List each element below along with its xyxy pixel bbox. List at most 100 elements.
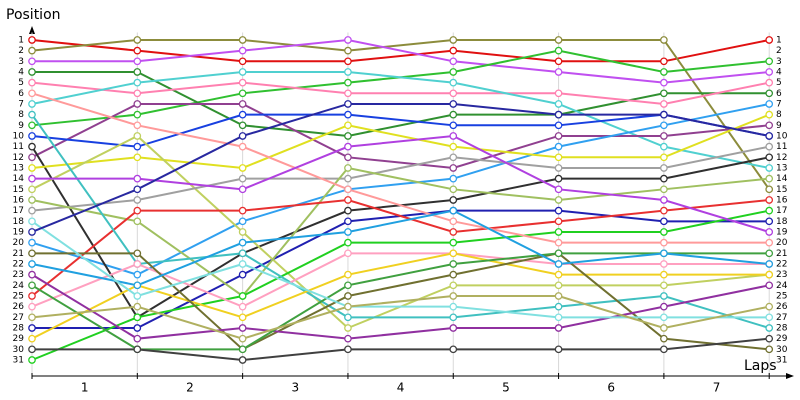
point xyxy=(765,89,774,98)
point xyxy=(449,174,458,183)
point xyxy=(344,153,352,162)
point xyxy=(449,142,458,151)
point xyxy=(554,121,563,130)
point xyxy=(28,196,36,204)
series-line xyxy=(31,209,770,361)
point xyxy=(28,57,36,66)
point xyxy=(344,217,352,226)
point xyxy=(344,68,352,76)
point xyxy=(449,249,458,258)
point xyxy=(554,132,563,140)
series-line xyxy=(31,113,770,148)
series-line xyxy=(31,38,771,190)
point xyxy=(133,121,142,130)
y-tick-label-right: 13 xyxy=(776,163,787,173)
series-line xyxy=(31,81,770,105)
point xyxy=(133,313,142,322)
y-tick-label: 30 xyxy=(13,345,25,355)
point xyxy=(344,313,352,322)
lines xyxy=(31,38,771,362)
point xyxy=(449,132,458,140)
point xyxy=(133,46,142,55)
y-tick-label: 21 xyxy=(13,249,24,259)
point xyxy=(765,100,774,108)
point xyxy=(28,324,36,332)
point xyxy=(344,270,352,279)
point xyxy=(28,185,36,194)
series-line xyxy=(31,70,770,169)
point xyxy=(344,110,352,119)
series-line xyxy=(32,209,770,329)
point xyxy=(660,132,668,140)
y-tick-label-right: 30 xyxy=(776,345,788,355)
y-tick-label: 27 xyxy=(13,313,24,323)
point xyxy=(133,196,142,204)
y-tick-label: 10 xyxy=(13,131,25,141)
y-tick-label-right: 19 xyxy=(776,227,788,237)
point xyxy=(449,36,458,44)
point xyxy=(554,345,563,354)
series-line xyxy=(31,38,770,63)
y-tick-label: 7 xyxy=(18,99,24,109)
y-tick-label: 28 xyxy=(13,323,25,333)
point xyxy=(28,153,36,162)
y-tick-label-right: 4 xyxy=(776,67,782,77)
point xyxy=(133,217,142,226)
point xyxy=(28,228,36,236)
x-tick-label: 7 xyxy=(713,381,721,395)
point xyxy=(554,281,563,290)
point xyxy=(238,292,247,300)
series-line xyxy=(31,166,770,298)
point xyxy=(554,142,563,151)
point xyxy=(238,174,247,183)
point xyxy=(765,345,774,354)
y-tick-label-right: 16 xyxy=(776,195,788,205)
point xyxy=(28,174,36,183)
y-tick-label: 8 xyxy=(18,110,24,120)
point xyxy=(449,57,458,66)
point xyxy=(660,313,668,322)
y-tick-label: 13 xyxy=(13,163,24,173)
point xyxy=(660,334,668,343)
point xyxy=(238,217,247,226)
point xyxy=(28,46,36,55)
point xyxy=(449,302,458,311)
point xyxy=(765,36,774,44)
point xyxy=(344,174,352,183)
point xyxy=(449,78,458,87)
point xyxy=(133,206,142,215)
point xyxy=(133,281,142,290)
series-line xyxy=(31,273,770,340)
point xyxy=(765,164,774,172)
point xyxy=(344,334,352,343)
point xyxy=(660,249,668,258)
series-line xyxy=(31,252,770,351)
point xyxy=(554,68,563,76)
point xyxy=(554,110,563,119)
point xyxy=(344,132,352,140)
point xyxy=(238,132,247,140)
point xyxy=(28,78,36,87)
point xyxy=(238,36,247,44)
point xyxy=(344,36,352,44)
point xyxy=(765,185,774,194)
point xyxy=(28,121,36,130)
series-line xyxy=(31,114,770,329)
y-tick-label: 17 xyxy=(13,206,24,216)
point xyxy=(449,164,458,172)
point xyxy=(238,89,247,98)
point xyxy=(133,110,142,119)
point xyxy=(449,153,458,162)
y-tick-label-right: 3 xyxy=(776,57,782,67)
point xyxy=(133,89,142,98)
point xyxy=(133,324,142,332)
point xyxy=(28,292,36,300)
point xyxy=(238,100,247,108)
point xyxy=(765,334,774,343)
point xyxy=(344,57,352,66)
x-arrow xyxy=(786,373,794,379)
point xyxy=(238,164,247,172)
point xyxy=(238,110,247,119)
point xyxy=(765,57,774,66)
point xyxy=(449,185,458,194)
